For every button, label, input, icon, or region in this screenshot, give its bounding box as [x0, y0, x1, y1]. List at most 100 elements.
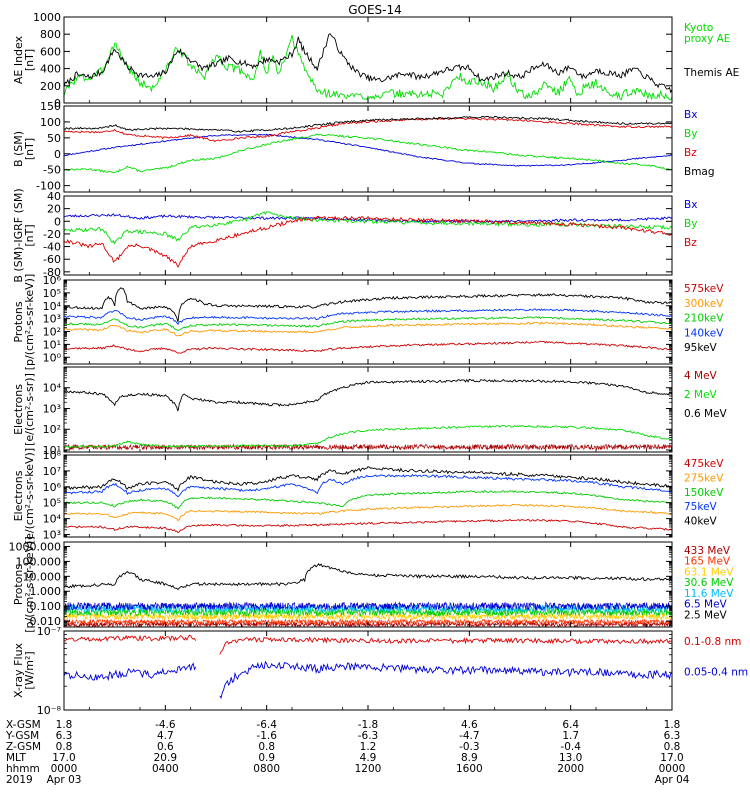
legend-label: Themis AE — [683, 67, 739, 79]
series-line-electrons_low-3 — [64, 473, 672, 498]
legend-label: 165 MeV — [684, 556, 731, 568]
series-line-protons_low-2 — [64, 316, 672, 332]
series-line-ae-0 — [64, 34, 672, 101]
y-tick-label: 0.100 — [30, 600, 62, 613]
panel-electrons_low-series — [64, 466, 672, 534]
series-line-ae-1 — [64, 33, 672, 94]
y-tick-label: 200 — [40, 80, 61, 93]
legend-bigrf: Bx By Bz — [684, 199, 697, 249]
panel-bsm: -100 -50 0 50 100 150 B (SM)[nT] Bx By Bz Bmag — [12, 100, 715, 193]
legend-label: 475keV — [684, 458, 724, 470]
y-tick-label: 0 — [54, 148, 61, 161]
x-row-value: 8.9 — [461, 752, 478, 764]
y-axis-label-line: [e/(cm²-s-sr-keV)] — [23, 448, 36, 544]
series-line-protons_high-2 — [64, 612, 672, 621]
x-row-value: 1200 — [355, 763, 382, 775]
x-row-value: 4.9 — [360, 752, 377, 764]
series-line-bigrf-0 — [64, 213, 672, 224]
legend-label: 63.1 MeV — [684, 566, 734, 578]
x-row-value: 20.9 — [154, 752, 177, 764]
legend-label: 150keV — [684, 487, 724, 499]
x-row-value: 0.9 — [258, 752, 275, 764]
x-row-value: 0400 — [152, 763, 179, 775]
x-row-value: 0000 — [51, 763, 78, 775]
x-row-value: 4.6 — [461, 719, 478, 731]
legend-bsm: Bx By Bz Bmag — [684, 109, 715, 178]
panel-xray: 10⁻⁸ 10⁻⁷X-ray Flux[W/m²] 0.1-0.8 nm0.05-0… — [12, 625, 748, 717]
series-line-bsm-0 — [64, 133, 672, 167]
legend-label: 575keV — [684, 283, 724, 295]
x-row-value: Apr 04 — [655, 774, 690, 786]
x-row-value: -4.6 — [155, 719, 176, 731]
x-row-value: -1.8 — [358, 719, 379, 731]
y-axis-label-line: [nT] — [23, 224, 36, 246]
legend-xray: 0.1-0.8 nm 0.05-0.4 nm — [684, 636, 748, 679]
series-line-protons_high-6 — [64, 563, 672, 591]
y-tick-label: 10⁸ — [43, 449, 62, 462]
x-row-value: -0.4 — [560, 741, 581, 753]
panel-frame — [63, 366, 673, 453]
y-axis-label-electrons_high: Electrons[e/(cm²-s-sr)] — [12, 373, 36, 446]
y-axis-label-line: X-ray Flux — [12, 642, 25, 698]
series-line-electrons_low-0 — [64, 518, 672, 534]
series-line-xray-1-seg1 — [219, 660, 672, 700]
series-line-protons_low-4 — [64, 287, 672, 323]
legend-label: 95keV — [684, 342, 718, 354]
series-line-xray-0-seg0 — [64, 634, 197, 642]
y-tick-label: -20 — [43, 228, 61, 241]
panel-ae-series — [64, 33, 672, 101]
series-line-bsm-2 — [64, 117, 672, 143]
x-row-value: 6.3 — [664, 730, 681, 742]
y-axis-label-line: [p/(cm²-s-sr-keV)] — [23, 274, 36, 371]
x-row-value: -0.3 — [459, 741, 480, 753]
legend-label: Bz — [684, 237, 697, 249]
x-row-label: Z-GSM — [6, 741, 41, 753]
series-line-electrons_high-2 — [64, 378, 672, 412]
y-tick-label: 1000 — [33, 11, 61, 24]
y-tick-label: 10⁻⁷ — [37, 625, 61, 638]
x-row-value: -4.7 — [459, 730, 480, 742]
y-axis-label-protons_low: Protons[p/(cm²-s-sr-keV)] — [12, 274, 36, 371]
y-tick-label: -50 — [43, 164, 61, 177]
legend-label: 2.5 MeV — [684, 609, 728, 621]
panel-electrons_low: 10³ 10⁴ 10⁵ 10⁶ 10⁷ 10⁸ Electrons[e/(cm²-s-sr-… — [12, 448, 724, 544]
x-row-value: 0.8 — [258, 741, 275, 753]
legend-label: 0.6 MeV — [684, 408, 728, 420]
legend-label: Kyoto — [684, 22, 713, 34]
x-row-value: 0800 — [253, 763, 280, 775]
x-row-label: 2019 — [6, 774, 33, 786]
panel-protons_high: 0.0100.1001.00010.000100.0001000.000Prot… — [9, 536, 735, 633]
y-tick-label: 10⁰ — [43, 351, 62, 364]
y-tick-label: 10² — [43, 423, 61, 436]
y-tick-label: 10⁻⁸ — [37, 704, 62, 717]
y-tick-label: 10⁵ — [43, 497, 61, 510]
y-tick-label: 20 — [47, 203, 61, 216]
legend-label: 40keV — [684, 516, 718, 528]
y-axis-label-line: [nT] — [23, 49, 36, 71]
y-tick-label: 100.000 — [16, 555, 62, 568]
y-tick-label: 10⁶ — [43, 274, 62, 287]
y-axis-label-bsm: B (SM)[nT] — [12, 131, 36, 167]
y-tick-label: 10² — [43, 326, 61, 339]
series-line-protons_high-5 — [64, 601, 672, 612]
series-line-bsm-1 — [64, 133, 672, 174]
legend-electrons_high: 4 MeV 2 MeV 0.6 MeV — [684, 370, 728, 420]
x-axis-table: X-GSM 1.8 -4.6 -6.4 -1.8 4.6 6.4 1.8 Y-GSM 6.3 4.7… — [5, 719, 690, 786]
series-line-electrons_low-2 — [64, 490, 672, 510]
series-line-xray-0-seg1 — [219, 636, 672, 655]
y-tick-label: 10¹ — [43, 338, 61, 351]
x-row-label: hhmm — [6, 763, 40, 775]
y-tick-label: 0.010 — [30, 615, 62, 628]
x-row-value: 6.4 — [562, 719, 579, 731]
x-row-value: 6.3 — [56, 730, 73, 742]
legend-label: 4 MeV — [684, 370, 718, 382]
series-line-protons_low-0 — [64, 340, 672, 354]
panel-electrons_high-series — [64, 378, 672, 451]
legend-electrons_low: 475keV 275keV 150keV 75keV 40keV — [684, 458, 724, 528]
series-line-xray-1-seg0 — [64, 662, 197, 682]
y-tick-label: 10⁴ — [43, 513, 62, 526]
y-axis-label-xray: X-ray Flux[W/m²] — [12, 642, 36, 698]
legend-label: 433 MeV — [684, 545, 731, 557]
y-axis-label-line: Protons — [12, 564, 25, 605]
